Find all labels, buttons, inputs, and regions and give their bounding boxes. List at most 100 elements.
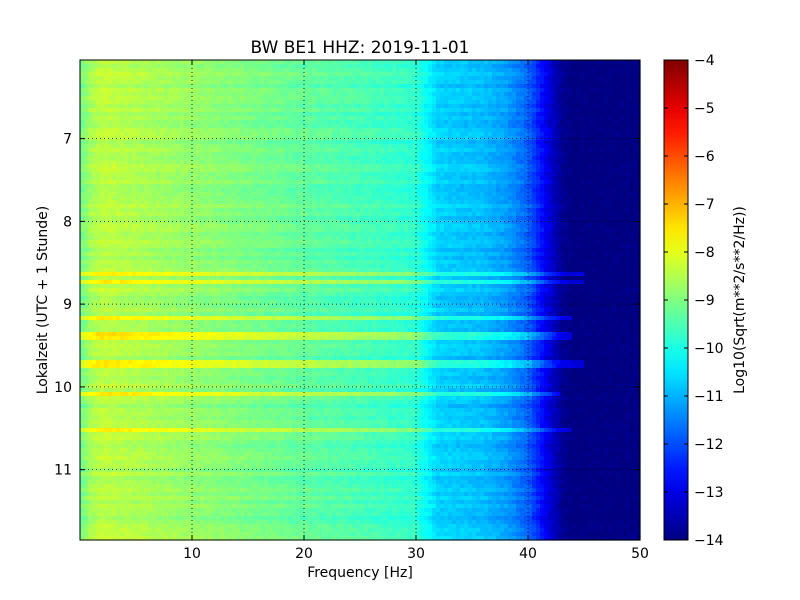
heatmap-cell [396, 84, 401, 89]
heatmap-cell [252, 76, 257, 81]
heatmap-cell [232, 180, 237, 185]
heatmap-cell [380, 100, 385, 105]
heatmap-cell [604, 176, 609, 181]
heatmap-cell [576, 168, 581, 173]
heatmap-cell [248, 120, 253, 125]
heatmap-cell [244, 112, 249, 117]
heatmap-cell [356, 152, 361, 157]
heatmap-cell [504, 128, 509, 133]
heatmap-cell [544, 148, 549, 153]
heatmap-cell [256, 112, 261, 117]
heatmap-cell [268, 60, 273, 65]
heatmap-cell [584, 76, 589, 81]
heatmap-cell [352, 68, 357, 73]
heatmap-cell [108, 96, 113, 101]
heatmap-cell [260, 184, 265, 189]
heatmap-cell [160, 164, 165, 169]
heatmap-cell [132, 164, 137, 169]
heatmap-cell [612, 176, 617, 181]
heatmap-cell [420, 196, 425, 201]
heatmap-cell [224, 128, 229, 133]
heatmap-cell [512, 116, 517, 121]
heatmap-cell [624, 156, 629, 161]
heatmap-cell [440, 132, 445, 137]
heatmap-cell [604, 64, 609, 69]
heatmap-cell [200, 156, 205, 161]
heatmap-cell [480, 188, 485, 193]
heatmap-cell [388, 188, 393, 193]
heatmap-cell [180, 92, 185, 97]
heatmap-cell [576, 156, 581, 161]
heatmap-cell [452, 84, 457, 89]
heatmap-cell [236, 100, 241, 105]
heatmap-cell [136, 124, 141, 129]
heatmap-cell [340, 116, 345, 121]
heatmap-cell [620, 192, 625, 197]
heatmap-cell [272, 160, 277, 165]
heatmap-cell [244, 104, 249, 109]
heatmap-cell [508, 184, 513, 189]
heatmap-cell [120, 128, 125, 133]
heatmap-cell [252, 84, 257, 89]
heatmap-cell [144, 172, 149, 177]
heatmap-cell [588, 172, 593, 177]
heatmap-cell [592, 108, 597, 113]
heatmap-cell [404, 200, 409, 205]
heatmap-cell [232, 148, 237, 153]
heatmap-cell [444, 196, 449, 201]
heatmap-cell [408, 120, 413, 125]
heatmap-cell [228, 80, 233, 85]
heatmap-cell [320, 172, 325, 177]
heatmap-cell [604, 160, 609, 165]
heatmap-cell [248, 76, 253, 81]
heatmap-cell [388, 200, 393, 205]
heatmap-cell [284, 132, 289, 137]
heatmap-cell [456, 96, 461, 101]
heatmap-cell [428, 108, 433, 113]
heatmap-cell [244, 120, 249, 125]
heatmap-cell [292, 164, 297, 169]
heatmap-cell [192, 124, 197, 129]
heatmap-cell [228, 60, 233, 65]
heatmap-cell [156, 132, 161, 137]
heatmap-cell [560, 140, 565, 145]
heatmap-cell [512, 84, 517, 89]
heatmap-cell [344, 144, 349, 149]
heatmap-cell [276, 96, 281, 101]
heatmap-cell [468, 160, 473, 165]
heatmap-cell [608, 172, 613, 177]
heatmap-cell [192, 128, 197, 133]
heatmap-cell [80, 160, 85, 165]
heatmap-cell [600, 112, 605, 117]
heatmap-cell [248, 140, 253, 145]
heatmap-cell [312, 156, 317, 161]
heatmap-cell [496, 72, 501, 77]
heatmap-cell [236, 164, 241, 169]
heatmap-cell [344, 124, 349, 129]
heatmap-cell [340, 88, 345, 93]
heatmap-cell [92, 80, 97, 85]
heatmap-cell [372, 104, 377, 109]
heatmap-cell [332, 168, 337, 173]
heatmap-cell [172, 60, 177, 65]
heatmap-cell [136, 84, 141, 89]
heatmap-cell [508, 128, 513, 133]
heatmap-cell [212, 88, 217, 93]
heatmap-cell [240, 108, 245, 113]
heatmap-cell [596, 192, 601, 197]
heatmap-cell [228, 160, 233, 165]
heatmap-cell [508, 88, 513, 93]
heatmap-cell [160, 176, 165, 181]
spectrogram-heatmap [80, 60, 641, 541]
heatmap-cell [372, 64, 377, 69]
heatmap-cell [192, 168, 197, 173]
heatmap-cell [576, 100, 581, 105]
heatmap-cell [132, 128, 137, 133]
heatmap-cell [368, 124, 373, 129]
heatmap-cell [252, 80, 257, 85]
heatmap-cell [500, 192, 505, 197]
heatmap-cell [164, 96, 169, 101]
heatmap-cell [160, 152, 165, 157]
heatmap-cell [224, 168, 229, 173]
heatmap-cell [288, 200, 293, 205]
